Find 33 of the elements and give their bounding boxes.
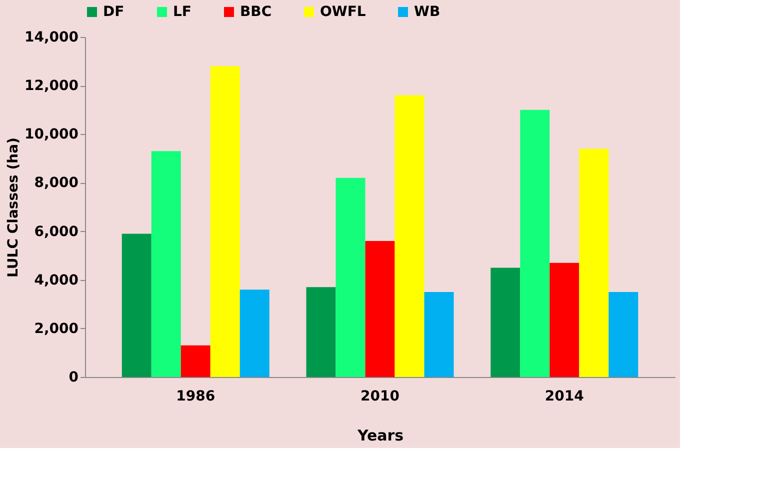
bar — [424, 292, 454, 377]
x-tick-label: 2014 — [544, 388, 584, 404]
legend-label: DF — [103, 4, 124, 20]
y-tick-label: 4,000 — [34, 272, 79, 288]
y-tick-label: 14,000 — [24, 30, 79, 46]
bar — [608, 292, 638, 377]
legend-label: BBC — [240, 4, 272, 20]
legend-label: WB — [414, 4, 440, 20]
bar — [365, 241, 395, 377]
bar — [520, 110, 550, 377]
bar — [336, 178, 366, 377]
y-tick-label: 8,000 — [34, 175, 79, 192]
legend-label: OWFL — [320, 4, 366, 20]
y-axis-title: LULC Classes (ha) — [5, 138, 22, 278]
bar — [490, 268, 520, 377]
bar — [240, 290, 270, 377]
bar — [210, 66, 240, 377]
bar — [122, 234, 152, 377]
x-tick-label: 1986 — [176, 388, 216, 404]
y-tick-label: 10,000 — [24, 126, 79, 143]
x-tick-label: 2010 — [360, 388, 400, 404]
x-axis-title: Years — [356, 426, 404, 444]
legend-label: LF — [173, 4, 192, 20]
bar — [151, 151, 181, 377]
y-tick-label: 12,000 — [24, 78, 79, 94]
y-tick-label: 6,000 — [34, 224, 79, 240]
bar — [550, 262, 580, 377]
bar — [180, 345, 210, 377]
y-tick-label: 2,000 — [34, 320, 79, 337]
bar — [394, 95, 424, 377]
y-tick-label: 0 — [68, 370, 79, 386]
bar — [579, 148, 609, 377]
bar — [306, 287, 336, 377]
